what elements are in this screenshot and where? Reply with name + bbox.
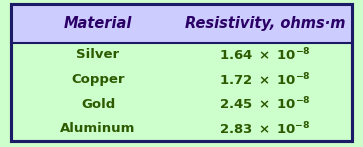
Text: $\mathbf{1.72\ \times\ 10^{-8}}$: $\mathbf{1.72\ \times\ 10^{-8}}$	[219, 71, 311, 88]
Text: $\mathbf{2.83\ \times\ 10^{-8}}$: $\mathbf{2.83\ \times\ 10^{-8}}$	[219, 121, 311, 137]
Text: Gold: Gold	[81, 98, 115, 111]
Text: Silver: Silver	[77, 49, 119, 61]
Text: Material: Material	[64, 16, 132, 31]
Text: $\mathbf{2.45\ \times\ 10^{-8}}$: $\mathbf{2.45\ \times\ 10^{-8}}$	[219, 96, 311, 112]
Bar	[11, 4, 352, 43]
Text: $\mathbf{1.64\ \times\ 10^{-8}}$: $\mathbf{1.64\ \times\ 10^{-8}}$	[219, 47, 311, 63]
Text: Aluminum: Aluminum	[60, 122, 136, 135]
Text: Resistivity, ohms·m: Resistivity, ohms·m	[185, 16, 345, 31]
Text: Copper: Copper	[71, 73, 125, 86]
